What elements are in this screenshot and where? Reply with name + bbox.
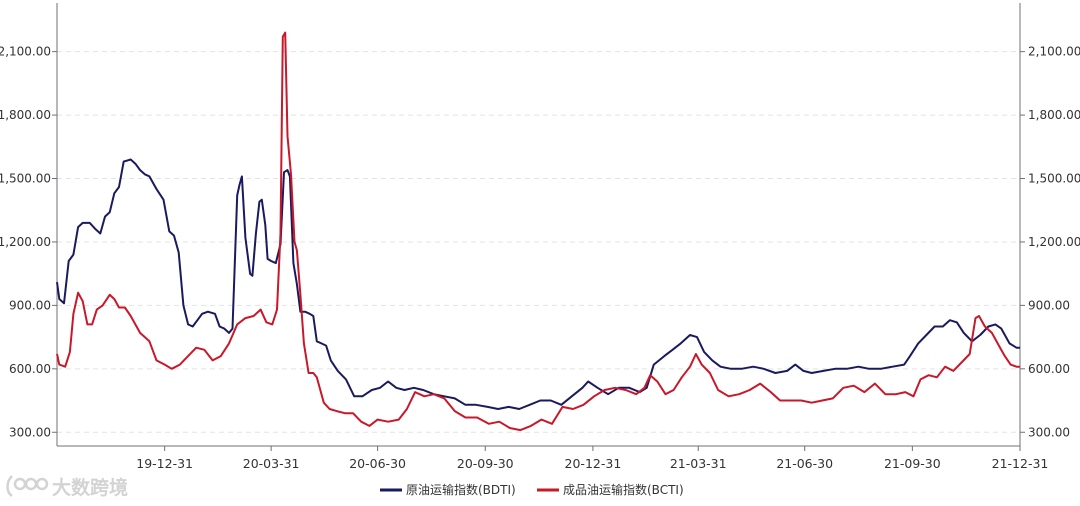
- x-tick-label: 21-12-31: [992, 456, 1049, 471]
- left-y-tick-label: 300.00: [9, 425, 51, 439]
- left-y-tick-label: 1,200.00: [0, 235, 51, 249]
- right-y-tick-label: 1,800.00: [1028, 108, 1080, 122]
- chart-legend: 原油运输指数(BDTI) 成品油运输指数(BCTI): [380, 482, 684, 497]
- right-y-tick-label: 2,100.00: [1028, 45, 1080, 59]
- left-y-tick-label: 1,500.00: [0, 172, 51, 186]
- right-y-tick-label: 1,500.00: [1028, 172, 1080, 186]
- x-tick-label: 20-09-30: [457, 456, 514, 471]
- x-tick-label: 20-03-31: [243, 456, 300, 471]
- series-lines: [56, 31, 1020, 432]
- x-tick-label: 21-09-30: [884, 456, 941, 471]
- x-tick-label: 20-06-30: [349, 456, 406, 471]
- watermark-logo-icon: [6, 475, 49, 498]
- x-tick-label: 19-12-31: [136, 456, 193, 471]
- chart-grid: [57, 51, 1020, 433]
- x-tick-label: 21-03-31: [670, 456, 727, 471]
- x-tick-label: 21-06-30: [776, 456, 833, 471]
- right-y-tick-label: 1,200.00: [1028, 235, 1080, 249]
- watermark: 大数跨境: [6, 475, 128, 499]
- right-y-tick-labels: 300.00 600.00 900.00 1,200.00 1,500.00 1,800.…: [1020, 45, 1080, 439]
- left-y-tick-labels: 300.00 600.00 900.00 1,200.00 1,500.00 1,800.…: [0, 45, 57, 439]
- series-line-1: [56, 31, 1020, 432]
- left-y-tick-label: 1,800.00: [0, 108, 51, 122]
- watermark-text: 大数跨境: [52, 476, 128, 499]
- left-y-tick-label: 900.00: [9, 298, 51, 312]
- legend-label-0[interactable]: 原油运输指数(BDTI): [406, 482, 516, 497]
- left-y-tick-label: 600.00: [9, 362, 51, 376]
- x-tick-labels: 19-12-31 20-03-31 20-06-30 20-09-30 20-12-31…: [136, 446, 1048, 471]
- x-tick-label: 20-12-31: [565, 456, 622, 471]
- left-y-tick-label: 2,100.00: [0, 45, 51, 59]
- legend-label-1[interactable]: 成品油运输指数(BCTI): [563, 482, 684, 497]
- series-line-0: [56, 158, 1020, 410]
- right-y-tick-label: 900.00: [1028, 298, 1070, 312]
- right-y-tick-label: 300.00: [1028, 425, 1070, 439]
- right-y-tick-label: 600.00: [1028, 362, 1070, 376]
